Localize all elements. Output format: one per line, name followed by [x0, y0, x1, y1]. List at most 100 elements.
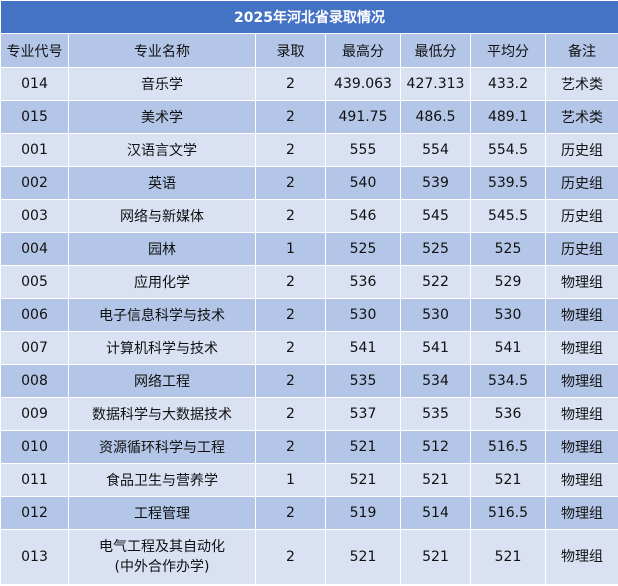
- table-row: 006 电子信息科学与技术 2 530 530 530 物理组: [0, 298, 618, 332]
- table-cell: 2: [255, 331, 326, 365]
- table-cell: 007: [0, 331, 69, 365]
- table-cell: 530: [325, 298, 401, 332]
- table-cell: 历史组: [544, 166, 618, 200]
- column-header: 平均分: [470, 33, 546, 68]
- table-cell: 486.5: [400, 100, 471, 134]
- column-header: 专业代号: [0, 33, 69, 68]
- table-row: 013 电气工程及其自动化 (中外合作办学) 2 521 521 521 物理组: [0, 529, 618, 585]
- table-cell: 004: [0, 232, 69, 266]
- table-cell: 1: [255, 232, 326, 266]
- table-cell: 计算机科学与技术: [68, 331, 256, 365]
- table-cell: 522: [400, 265, 471, 299]
- table-cell: 541: [400, 331, 471, 365]
- table-cell: 554.5: [470, 133, 546, 167]
- table-cell: 554: [400, 133, 471, 167]
- table-cell: 535: [400, 397, 471, 431]
- table-cell: 535: [325, 364, 401, 398]
- table-cell: 536: [470, 397, 546, 431]
- table-cell: 545.5: [470, 199, 546, 233]
- table-cell: 物理组: [544, 463, 618, 497]
- table-cell: 汉语言文学: [68, 133, 256, 167]
- table-body: 014 音乐学 2 439.063 427.313 433.2 艺术类 015 美术学 2 491.…: [0, 67, 618, 585]
- table-cell: 521: [470, 463, 546, 497]
- table-cell: 514: [400, 496, 471, 530]
- table-cell: 物理组: [544, 331, 618, 365]
- column-header: 备注: [544, 33, 618, 68]
- table-cell: 2: [255, 496, 326, 530]
- table-cell: 2: [255, 166, 326, 200]
- table-cell: 489.1: [470, 100, 546, 134]
- table-cell: 园林: [68, 232, 256, 266]
- table-cell: 529: [470, 265, 546, 299]
- table-cell: 2: [255, 133, 326, 167]
- table-cell: 艺术类: [544, 100, 618, 134]
- table-cell: 525: [470, 232, 546, 266]
- table-cell: 525: [400, 232, 471, 266]
- column-header: 专业名称: [68, 33, 256, 68]
- table-cell: 439.063: [325, 67, 401, 101]
- table-cell: 美术学: [68, 100, 256, 134]
- table-cell: 534: [400, 364, 471, 398]
- table-cell: 012: [0, 496, 69, 530]
- table-cell: 002: [0, 166, 69, 200]
- table-cell: 521: [400, 529, 471, 585]
- table-cell: 537: [325, 397, 401, 431]
- table-cell: 003: [0, 199, 69, 233]
- table-cell: 物理组: [544, 496, 618, 530]
- table-cell: 005: [0, 265, 69, 299]
- table-cell: 519: [325, 496, 401, 530]
- table-cell: 013: [0, 529, 69, 585]
- table-row: 012 工程管理 2 519 514 516.5 物理组: [0, 496, 618, 530]
- table-cell: 001: [0, 133, 69, 167]
- table-cell: 521: [325, 529, 401, 585]
- table-cell: 物理组: [544, 265, 618, 299]
- table-cell: 物理组: [544, 430, 618, 464]
- table-cell: 433.2: [470, 67, 546, 101]
- table-cell: 2: [255, 529, 326, 585]
- column-header: 最高分: [325, 33, 401, 68]
- table-cell: 530: [400, 298, 471, 332]
- table-row: 003 网络与新媒体 2 546 545 545.5 历史组: [0, 199, 618, 233]
- table-cell: 546: [325, 199, 401, 233]
- table-cell: 539.5: [470, 166, 546, 200]
- table-row: 005 应用化学 2 536 522 529 物理组: [0, 265, 618, 299]
- table-cell: 物理组: [544, 397, 618, 431]
- table-cell: 015: [0, 100, 69, 134]
- table-cell: 521: [470, 529, 546, 585]
- table-row: 010 资源循环科学与工程 2 521 512 516.5 物理组: [0, 430, 618, 464]
- table-row: 008 网络工程 2 535 534 534.5 物理组: [0, 364, 618, 398]
- table-cell: 2: [255, 298, 326, 332]
- table-row: 002 英语 2 540 539 539.5 历史组: [0, 166, 618, 200]
- table-row: 009 数据科学与大数据技术 2 537 535 536 物理组: [0, 397, 618, 431]
- table-cell: 英语: [68, 166, 256, 200]
- table-cell: 009: [0, 397, 69, 431]
- table-cell: 545: [400, 199, 471, 233]
- table-cell: 网络工程: [68, 364, 256, 398]
- column-header: 录取: [255, 33, 326, 68]
- table-cell: 427.313: [400, 67, 471, 101]
- table-cell: 516.5: [470, 430, 546, 464]
- table-row: 007 计算机科学与技术 2 541 541 541 物理组: [0, 331, 618, 365]
- table-cell: 521: [400, 463, 471, 497]
- table-cell: 008: [0, 364, 69, 398]
- table-cell: 539: [400, 166, 471, 200]
- table-cell: 历史组: [544, 133, 618, 167]
- table-cell: 1: [255, 463, 326, 497]
- table-cell: 530: [470, 298, 546, 332]
- table-cell: 物理组: [544, 298, 618, 332]
- table-cell: 516.5: [470, 496, 546, 530]
- table-cell: 006: [0, 298, 69, 332]
- table-cell: 2: [255, 100, 326, 134]
- table-cell: 534.5: [470, 364, 546, 398]
- table-row: 004 园林 1 525 525 525 历史组: [0, 232, 618, 266]
- table-cell: 网络与新媒体: [68, 199, 256, 233]
- table-cell: 历史组: [544, 232, 618, 266]
- table-cell: 512: [400, 430, 471, 464]
- table-row: 011 食品卫生与营养学 1 521 521 521 物理组: [0, 463, 618, 497]
- table-cell: 音乐学: [68, 67, 256, 101]
- table-cell: 010: [0, 430, 69, 464]
- table-cell: 数据科学与大数据技术: [68, 397, 256, 431]
- table-cell: 2: [255, 430, 326, 464]
- table-cell: 014: [0, 67, 69, 101]
